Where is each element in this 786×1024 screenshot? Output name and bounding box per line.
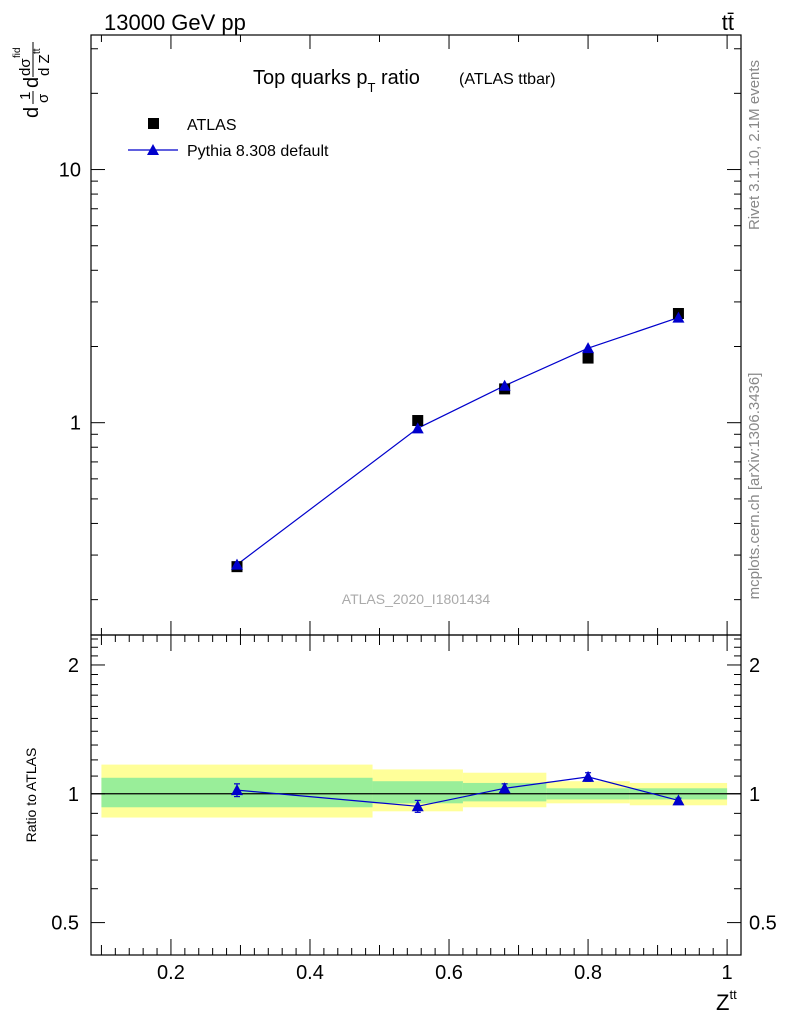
ylabel-frac2-num-sup: fid: [12, 47, 23, 58]
ratio-y-tick-label-right: 1: [749, 784, 760, 806]
x-tick-label: 0.4: [296, 962, 324, 984]
ylabel-frac1-den: σ: [35, 93, 52, 103]
pythia-point: [411, 422, 424, 434]
main-y-tick-label: 1: [70, 413, 81, 435]
x-tick-label: 0.6: [435, 962, 463, 984]
legend-marker-atlas: [148, 118, 159, 129]
x-axis-label: Ztt: [716, 987, 737, 1015]
ratio-panel: 0.5 0.5 1 1 2 2 0.2 0.4 0.6 0.8 1 Ratio to ATLAS: [23, 634, 777, 984]
ratio-y-axis-label: Ratio to ATLAS: [23, 748, 39, 843]
x-tick-label: 0.8: [574, 962, 602, 984]
atlas-point: [412, 415, 424, 427]
pythia-point: [672, 311, 685, 323]
mcplots-label: mcplots.cern.ch [arXiv:1306.3436]: [746, 373, 763, 600]
x-tick-label: 0.2: [157, 962, 185, 984]
chart-title-subscript: T: [368, 80, 376, 95]
main-y-axis-label: d 1 σ d dσ fid d Z tt: [12, 42, 53, 118]
ratio-y-tick-label: 1: [68, 784, 79, 806]
pythia-line: [236, 317, 679, 566]
ratio-pythia-point: [411, 800, 424, 812]
x-tick-label: 1: [722, 962, 733, 984]
ratio-y-tick-label-right: 0.5: [749, 913, 777, 935]
legend: ATLAS Pythia 8.308 default: [128, 117, 329, 160]
ratio-band-green: [372, 781, 463, 804]
ratio-y-ticks: 0.5 0.5 1 1 2 2: [51, 638, 777, 935]
ylabel-d2: d: [21, 77, 43, 88]
ylabel-frac2-den-sup: tt: [32, 48, 43, 54]
legend-label-atlas: ATLAS: [187, 117, 237, 134]
ratio-y-tick-label: 2: [68, 655, 79, 677]
ratio-frame: [90, 634, 742, 956]
energy-label: 13000 GeV pp: [104, 10, 246, 35]
ratio-pythia-point: [498, 782, 511, 794]
rivet-version-label: Rivet 3.1.10, 2.1M events: [746, 60, 763, 230]
atlas-point: [582, 352, 594, 364]
process-label: tt̄: [722, 10, 734, 35]
legend-marker-pythia: [147, 144, 159, 155]
chart-title-rest: ratio: [375, 67, 419, 89]
ylabel-frac1-num: 1: [17, 92, 34, 100]
ratio-y-tick-label: 0.5: [51, 913, 79, 935]
ratio-series: [230, 770, 685, 813]
x-ticks: 0.2 0.4 0.6 0.8 1: [100, 635, 733, 984]
pythia-point: [498, 379, 511, 391]
ratio-pythia-point: [672, 794, 685, 806]
ratio-pythia-point: [230, 784, 243, 796]
pythia-point: [230, 558, 243, 570]
x-axis-label-sup: tt: [729, 987, 737, 1002]
chart-title-note: (ATLAS ttbar): [459, 71, 556, 88]
ylabel-frac2-num: dσ: [17, 58, 34, 76]
main-series: [230, 307, 685, 573]
ylabel-frac2-den: d Z: [36, 54, 53, 76]
ratio-pythia-point: [582, 770, 595, 782]
main-y-ticks: 1 10: [59, 35, 741, 635]
main-panel: 1 10 Top quarks pT ratio (ATLAS ttbar) AT…: [12, 34, 742, 636]
legend-label-pythia: Pythia 8.308 default: [187, 143, 329, 160]
ylabel-d1: d: [21, 107, 43, 118]
pythia-point: [582, 342, 595, 354]
ratio-y-tick-label-right: 2: [749, 655, 760, 677]
chart-title: Top quarks pT ratio: [253, 67, 420, 95]
analysis-watermark: ATLAS_2020_I1801434: [342, 591, 491, 607]
main-y-tick-label: 10: [59, 160, 81, 182]
